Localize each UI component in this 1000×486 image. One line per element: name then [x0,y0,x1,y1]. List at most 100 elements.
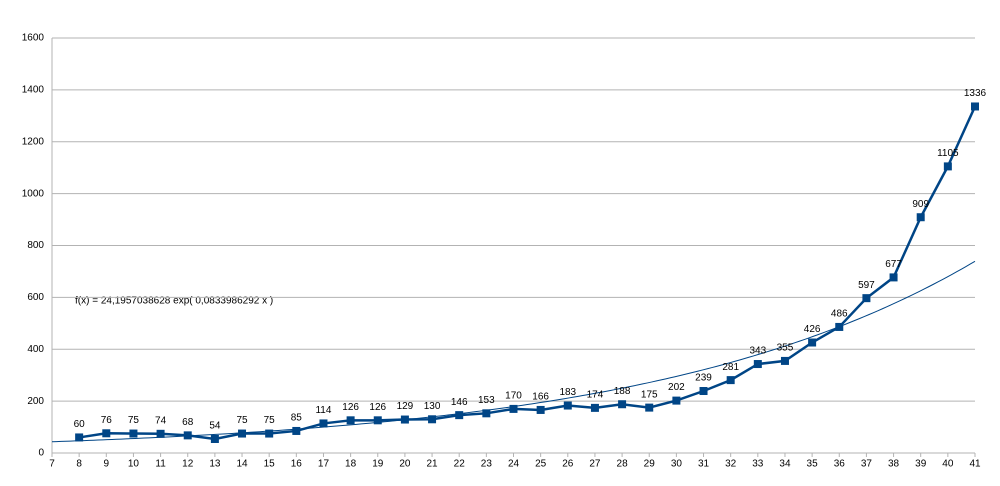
x-tick-label: 16 [291,459,303,470]
x-tick-label: 25 [535,459,547,470]
y-tick-label: 0 [38,448,44,459]
x-tick-label: 22 [454,459,466,470]
x-tick-label: 29 [644,459,656,470]
data-point [373,416,382,425]
x-tick-label: 8 [76,459,82,470]
data-point [808,338,817,347]
x-tick-label: 17 [318,459,330,470]
x-tick-label: 23 [481,459,493,470]
data-label: 239 [695,373,712,384]
x-tick-label: 11 [155,459,166,470]
y-tick-label: 200 [27,396,44,407]
trend-equation: f(x) = 24,1957038628 exp( 0,0833986292 x… [75,296,273,307]
y-tick-label: 1200 [22,136,45,147]
x-tick-label: 7 [49,459,55,470]
data-point [943,162,952,171]
data-point [482,409,491,418]
x-tick-label: 28 [617,459,629,470]
x-tick-label: 13 [209,459,221,470]
data-point [889,273,898,282]
x-tick-label: 14 [236,459,248,470]
x-tick-label: 39 [915,459,927,470]
data-label: 1336 [964,88,987,99]
data-point [210,434,219,443]
x-tick-label: 34 [779,459,791,470]
x-tick-label: 31 [698,459,710,470]
x-tick-label: 36 [834,459,846,470]
data-point [265,429,274,438]
x-tick-label: 33 [752,459,764,470]
data-point [292,426,301,435]
y-tick-label: 400 [27,344,44,355]
y-tick-label: 1000 [22,188,45,199]
data-label: 677 [885,259,902,270]
data-label: 202 [668,382,685,393]
data-label: 597 [858,280,875,291]
data-label: 166 [532,392,549,403]
data-line [78,105,977,441]
data-label: 126 [342,402,359,413]
data-point [102,429,111,438]
data-point [618,400,627,409]
data-point [916,213,925,222]
data-label: 68 [182,417,194,428]
data-label: 129 [397,401,414,412]
data-label: 909 [912,199,929,210]
data-label: 76 [101,415,113,426]
data-point [536,405,545,414]
data-label: 355 [777,343,794,354]
data-point [238,429,247,438]
data-point [971,102,979,111]
data-label: 85 [291,413,303,424]
data-label: 281 [722,362,739,373]
data-point [346,416,355,425]
x-tick-label: 21 [426,459,438,470]
data-label: 174 [587,390,604,401]
y-tick-label: 1400 [22,85,45,96]
x-tick-label: 18 [345,459,357,470]
data-label: 54 [209,421,221,432]
x-tick-label: 9 [104,459,110,470]
x-tick-label: 27 [589,459,601,470]
data-point [75,433,84,442]
x-tick-label: 20 [399,459,411,470]
x-tick-label: 12 [182,459,194,470]
data-point [400,415,409,424]
data-label: 153 [478,395,495,406]
data-label: 426 [804,324,821,335]
data-label: 75 [264,415,276,426]
data-label: 175 [641,389,658,400]
data-point [726,376,735,385]
x-tick-label: 32 [725,459,737,470]
data-label: 75 [128,415,140,426]
data-point [563,401,572,410]
data-label: 486 [831,309,848,320]
data-label: 343 [749,346,766,357]
y-tick-label: 600 [27,292,44,303]
x-tick-label: 24 [508,459,520,470]
data-label: 146 [451,397,468,408]
x-tick-label: 38 [888,459,900,470]
data-label: 1105 [937,148,959,159]
data-point [672,396,681,405]
data-label: 188 [614,386,631,397]
y-tick-label: 1600 [22,33,45,44]
x-tick-label: 19 [372,459,384,470]
data-point [645,403,654,412]
x-tick-label: 26 [562,459,574,470]
data-point [835,322,844,331]
data-point [319,419,328,428]
data-label: 126 [369,402,386,413]
data-point [862,294,871,303]
x-tick-label: 37 [861,459,873,470]
x-tick-label: 10 [128,459,140,470]
data-point [590,403,599,412]
y-tick-label: 800 [27,240,44,251]
data-point [753,360,762,369]
data-point [428,415,437,424]
x-tick-label: 40 [942,459,954,470]
data-point [509,404,518,413]
